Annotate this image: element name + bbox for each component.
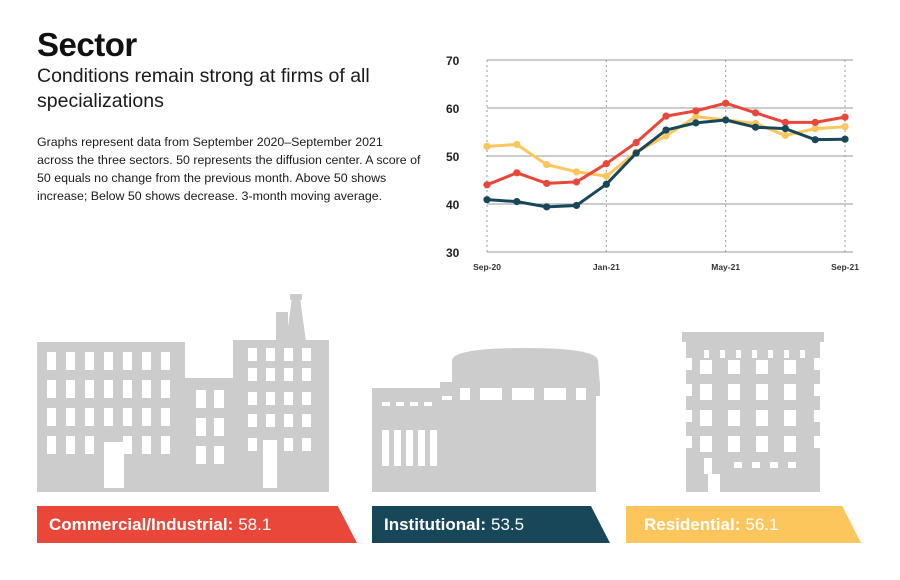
y-tick-label: 30 — [446, 246, 460, 260]
commercial-label: Commercial/Industrial: — [49, 514, 234, 534]
data-point — [841, 123, 849, 131]
data-point — [602, 160, 610, 168]
residential-value: 56.1 — [745, 514, 779, 534]
buildings-illustration — [37, 294, 824, 492]
line-chart: 30 40 50 60 70 Sep-20 Jan-21 May-21 Sep-21 — [446, 54, 859, 272]
data-point — [662, 112, 670, 120]
residential-windows — [682, 350, 824, 492]
institutional-label: Institutional: — [384, 514, 486, 534]
data-point — [781, 118, 789, 126]
x-tick-label: Sep-21 — [831, 262, 859, 272]
data-point — [841, 135, 849, 143]
data-point — [632, 138, 640, 147]
data-point — [543, 203, 551, 211]
y-tick-label: 40 — [446, 198, 460, 212]
x-tick-label: Jan-21 — [593, 262, 620, 272]
data-point — [543, 161, 551, 169]
data-point — [781, 131, 789, 139]
page-title: Sector — [37, 26, 137, 63]
residential-score-banner: Residential: 56.1 — [626, 506, 861, 543]
data-point — [572, 201, 581, 210]
data-point — [751, 123, 760, 131]
data-point — [632, 149, 640, 157]
data-point — [513, 140, 521, 149]
data-point — [781, 125, 789, 133]
data-point — [513, 198, 521, 206]
x-tick-label: May-21 — [711, 262, 740, 272]
data-point — [572, 168, 581, 176]
data-point — [841, 113, 849, 121]
data-point — [572, 178, 581, 186]
chart-description: Graphs represent data from September 202… — [37, 135, 421, 203]
commercial-value: 58.1 — [238, 514, 272, 534]
y-tick-label: 60 — [446, 102, 460, 116]
commercial-score-banner: Commercial/Industrial: 58.1 — [37, 506, 357, 543]
data-point — [811, 136, 819, 144]
institutional-windows — [382, 388, 586, 466]
x-tick-label: Sep-20 — [473, 262, 501, 272]
data-point — [543, 179, 551, 187]
y-tick-label: 70 — [446, 54, 460, 68]
residential-label: Residential: — [644, 514, 741, 534]
data-point — [692, 119, 700, 127]
institutional-building — [372, 348, 600, 492]
data-point — [722, 116, 730, 124]
data-point — [692, 113, 700, 121]
data-point — [602, 172, 610, 180]
series-line-0 — [486, 115, 846, 178]
data-point — [811, 125, 819, 133]
page-subtitle: Conditions remain strong at firms of all… — [37, 65, 370, 112]
data-point — [811, 118, 819, 126]
data-point — [662, 132, 670, 140]
institutional-value: 53.5 — [490, 514, 525, 534]
data-point — [692, 107, 700, 115]
data-point — [662, 126, 670, 134]
data-point — [483, 142, 491, 150]
data-point — [722, 99, 730, 107]
data-point — [602, 180, 610, 188]
data-point — [751, 109, 760, 117]
data-point — [513, 169, 521, 177]
y-tick-label: 50 — [446, 150, 460, 164]
data-point — [483, 181, 491, 189]
commercial-windows — [47, 348, 311, 488]
data-point — [483, 196, 491, 204]
institutional-score-banner: Institutional: 53.5 — [372, 506, 610, 543]
